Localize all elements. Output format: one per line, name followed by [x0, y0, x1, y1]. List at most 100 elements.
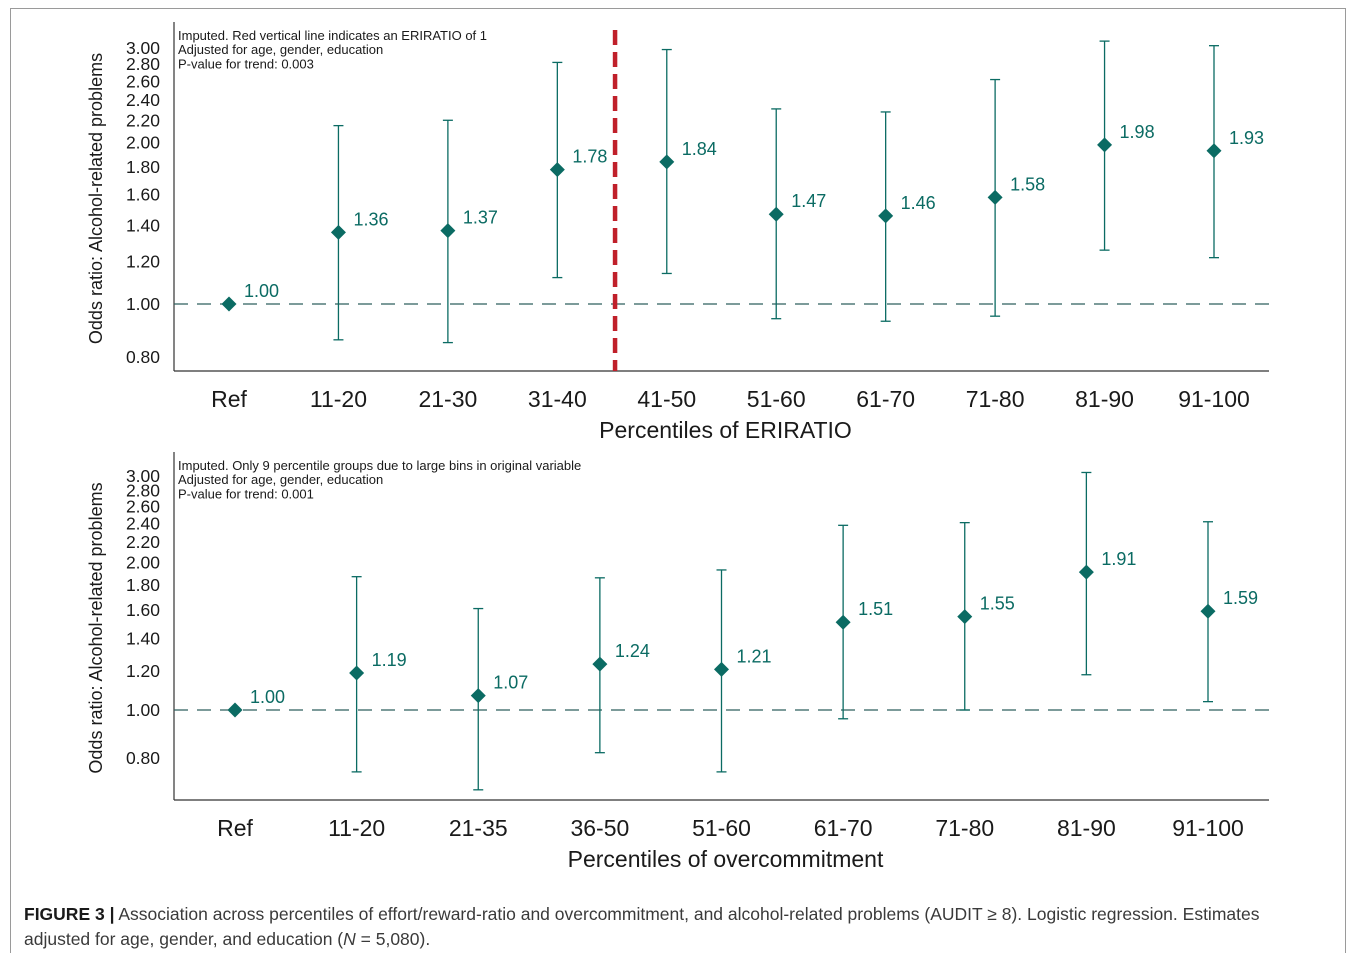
figure-charts: 0.801.001.201.401.601.802.002.202.402.60…: [86, 22, 1269, 872]
x-tick-label: 36-50: [570, 815, 629, 841]
data-label: 1.91: [1101, 549, 1136, 569]
y-tick-label: 0.80: [126, 347, 160, 367]
x-tick-label: Ref: [211, 386, 247, 412]
data-label: 1.24: [615, 641, 650, 661]
annotation-note: Imputed. Red vertical line indicates an …: [178, 28, 487, 43]
y-axis-title: Odds ratio: Alcohol-related problems: [86, 482, 106, 773]
data-label: 1.37: [463, 208, 498, 228]
data-label: 1.93: [1229, 128, 1264, 148]
y-tick-label: 2.60: [126, 71, 160, 91]
x-tick-label: 21-30: [418, 386, 477, 412]
data-label: 1.21: [737, 646, 772, 666]
estimate-marker: [714, 661, 729, 677]
estimate-marker: [1097, 137, 1113, 153]
estimate-marker: [330, 224, 346, 240]
estimate-marker: [1206, 143, 1222, 159]
estimate-marker: [957, 609, 973, 625]
annotation-note: P-value for trend: 0.001: [178, 486, 314, 501]
data-label: 1.47: [791, 191, 826, 211]
annotation-note: P-value for trend: 0.003: [178, 56, 314, 71]
x-tick-label: 71-80: [935, 815, 994, 841]
data-label: 1.78: [572, 147, 607, 167]
x-tick-label: 11-20: [328, 815, 385, 841]
estimate-marker: [768, 206, 784, 222]
annotation-note: Imputed. Only 9 percentile groups due to…: [178, 458, 581, 473]
data-label: 1.51: [858, 599, 893, 619]
data-label: 1.00: [250, 687, 285, 707]
x-tick-label: 31-40: [528, 386, 587, 412]
estimate-marker: [349, 665, 365, 681]
estimate-marker: [592, 656, 608, 672]
x-axis-title: Percentiles of ERIRATIO: [599, 417, 852, 443]
data-label: 1.98: [1120, 122, 1155, 142]
y-tick-label: 1.80: [126, 157, 160, 177]
estimate-marker: [987, 189, 1003, 205]
y-tick-label: 1.00: [126, 700, 160, 720]
y-tick-label: 1.20: [126, 252, 160, 272]
y-tick-label: 2.00: [126, 552, 160, 572]
estimate-marker: [1200, 603, 1216, 619]
y-tick-label: 1.20: [126, 661, 160, 681]
y-tick-label: 3.00: [126, 38, 160, 58]
estimate-marker: [878, 208, 894, 224]
x-tick-label: 71-80: [966, 386, 1025, 412]
y-tick-label: 1.60: [126, 184, 160, 204]
x-tick-label: 91-100: [1172, 815, 1244, 841]
data-label: 1.00: [244, 281, 279, 301]
estimate-marker: [1078, 564, 1094, 580]
y-axis-title: Odds ratio: Alcohol-related problems: [86, 53, 106, 344]
y-tick-label: 1.80: [126, 575, 160, 595]
y-tick-label: 3.00: [126, 466, 160, 486]
y-tick-label: 1.60: [126, 600, 160, 620]
x-tick-label: 41-50: [637, 386, 696, 412]
y-tick-label: 2.60: [126, 496, 160, 516]
y-tick-label: 2.00: [126, 132, 160, 152]
x-tick-label: 21-35: [449, 815, 508, 841]
data-label: 1.19: [372, 650, 407, 670]
estimate-marker: [470, 688, 486, 704]
y-tick-label: 2.40: [126, 514, 160, 534]
x-tick-label: 11-20: [310, 386, 367, 412]
figure-frame: [10, 8, 1346, 953]
data-label: 1.55: [980, 594, 1015, 614]
y-tick-label: 1.40: [126, 628, 160, 648]
y-tick-label: 2.80: [126, 481, 160, 501]
caption-n-symbol: N: [343, 929, 356, 949]
x-tick-label: 61-70: [856, 386, 915, 412]
estimate-marker: [440, 223, 456, 239]
annotation-note: Adjusted for age, gender, education: [178, 472, 383, 487]
estimate-marker: [835, 614, 851, 630]
data-label: 1.59: [1223, 588, 1258, 608]
data-label: 1.58: [1010, 174, 1045, 194]
x-tick-label: 91-100: [1178, 386, 1250, 412]
estimate-marker: [549, 162, 565, 178]
y-tick-label: 2.20: [126, 110, 160, 130]
estimate-marker: [659, 154, 675, 170]
x-tick-label: Ref: [217, 815, 253, 841]
figure-caption: FIGURE 3 | Association across percentile…: [24, 902, 1324, 952]
x-tick-label: 81-90: [1075, 386, 1134, 412]
y-tick-label: 0.80: [126, 748, 160, 768]
y-tick-label: 2.80: [126, 54, 160, 74]
y-tick-label: 2.40: [126, 90, 160, 110]
estimate-marker: [221, 296, 237, 312]
caption-text-1: Association across percentiles of effort…: [24, 904, 1260, 949]
x-axis-title: Percentiles of overcommitment: [568, 846, 884, 872]
x-tick-label: 61-70: [814, 815, 873, 841]
data-label: 1.46: [901, 193, 936, 213]
annotation-note: Adjusted for age, gender, education: [178, 42, 383, 57]
chart-eriratio: 0.80 1.00 1.20 1.40 1.60 1.80 2.002.202.402.60…: [86, 22, 1269, 443]
x-tick-label: 51-60: [747, 386, 806, 412]
caption-text-2: = 5,080).: [355, 929, 431, 949]
data-label: 1.07: [493, 673, 528, 693]
data-label: 1.36: [353, 209, 388, 229]
y-tick-label: 1.00: [126, 294, 160, 314]
y-tick-label: 1.40: [126, 216, 160, 236]
x-tick-label: 81-90: [1057, 815, 1116, 841]
data-label: 1.84: [682, 139, 717, 159]
y-tick-label: 2.20: [126, 532, 160, 552]
chart-overcommitment: 0.80 1.00 1.20 1.40 1.60 1.80 2.002.202.402.60…: [86, 452, 1269, 872]
estimate-marker: [227, 702, 243, 718]
x-tick-label: 51-60: [692, 815, 751, 841]
caption-label: FIGURE 3 |: [24, 904, 115, 924]
